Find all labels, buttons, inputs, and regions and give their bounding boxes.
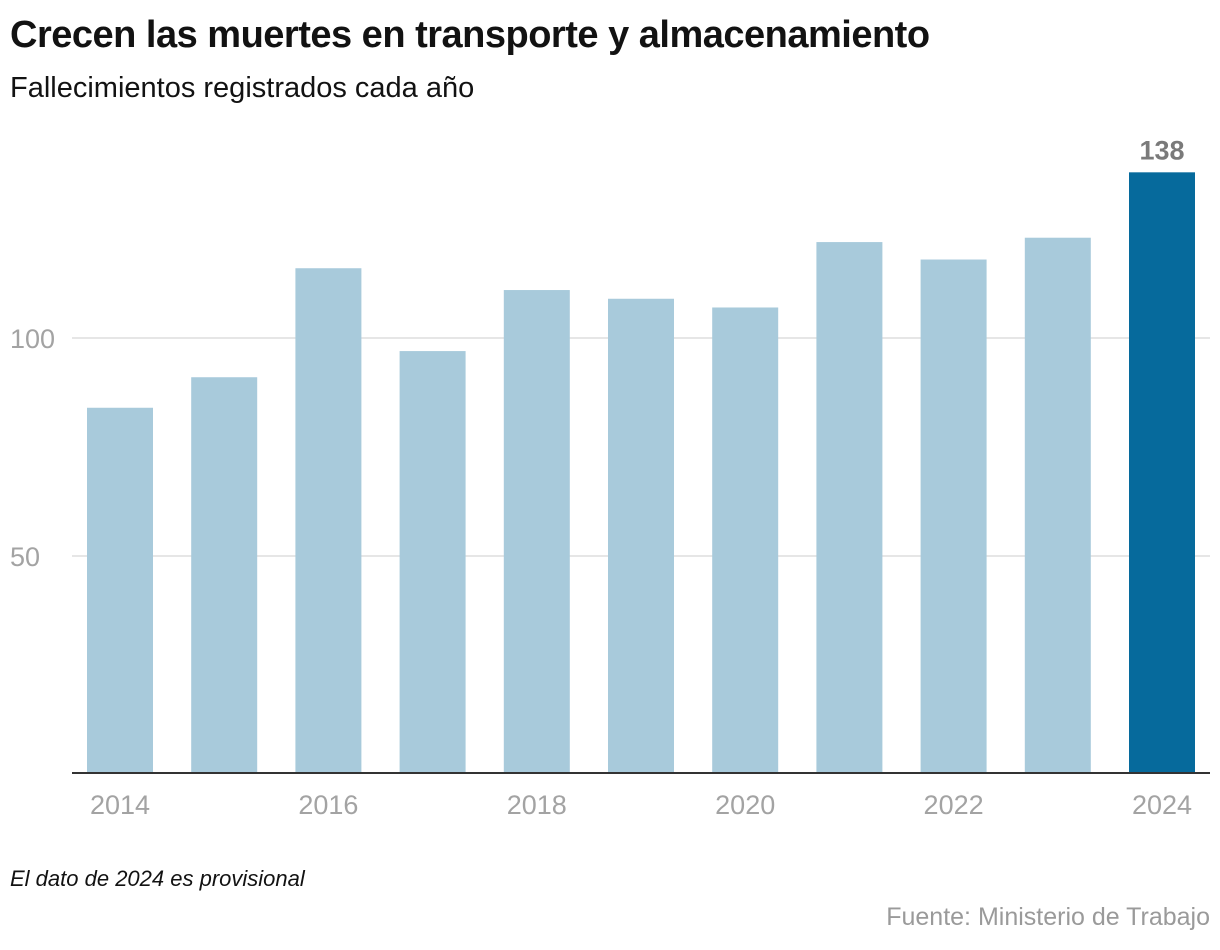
chart-subtitle: Fallecimientos registrados cada año	[10, 72, 475, 104]
y-tick-label: 50	[10, 542, 40, 572]
y-tick-label: 100	[10, 324, 55, 354]
bar-2018	[503, 290, 570, 774]
chart-title: Crecen las muertes en transporte y almac…	[10, 14, 930, 56]
labels: 50 100 2014 2016 2018 2020 2022 2024 138	[10, 135, 1192, 820]
bar-2015	[191, 377, 258, 774]
bar-2020	[712, 307, 779, 774]
x-tick-label: 2018	[507, 790, 567, 820]
bar-2014	[87, 407, 153, 774]
bar-2019	[608, 298, 674, 774]
bar-2021	[816, 242, 883, 774]
bar-2016	[295, 268, 362, 774]
x-tick-label: 2020	[715, 790, 775, 820]
bar-2017	[399, 351, 466, 774]
x-tick-label: 2014	[90, 790, 150, 820]
x-tick-label: 2024	[1132, 790, 1192, 820]
footnote: El dato de 2024 es provisional	[10, 866, 305, 891]
source-credit: Fuente: Ministerio de Trabajo	[886, 903, 1210, 931]
data-label-2024: 138	[1139, 135, 1184, 165]
bars	[87, 172, 1195, 775]
bar-2024	[1129, 172, 1195, 774]
bar-2022	[920, 259, 987, 774]
x-tick-label: 2022	[924, 790, 984, 820]
x-tick-label: 2016	[298, 790, 358, 820]
bar-2023	[1024, 237, 1091, 775]
